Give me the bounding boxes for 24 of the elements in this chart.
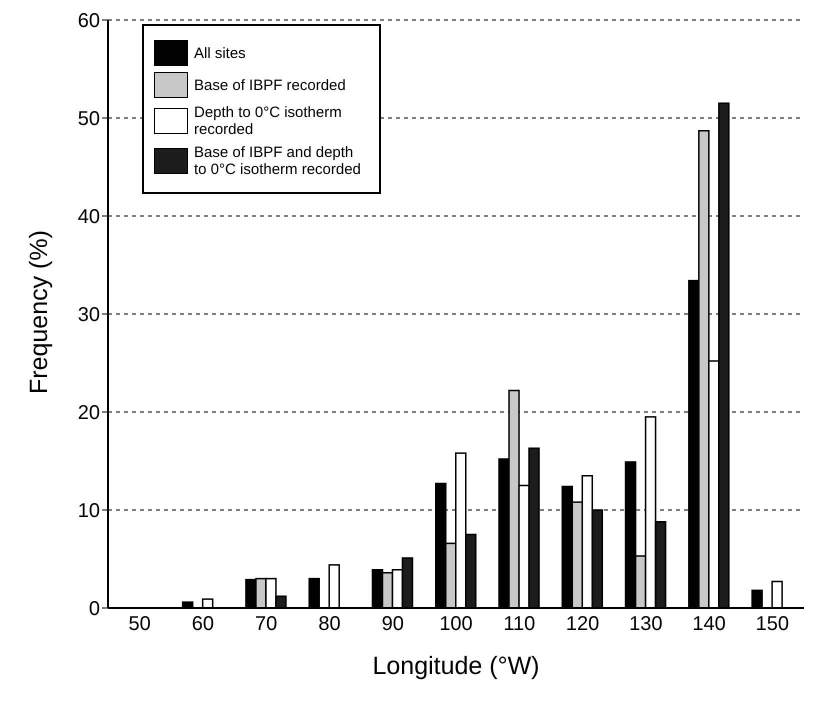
x-tick-label: 110 [503, 613, 536, 636]
legend-label: All sites [194, 44, 246, 62]
y-tick-label: 20 [78, 402, 100, 424]
x-tick-label: 50 [128, 613, 151, 636]
legend-label: Depth to 0°C isotherm recorded [194, 104, 343, 138]
legend-label: Base of IBPF recorded [194, 76, 346, 94]
x-tick-label: 70 [255, 613, 278, 636]
x-tick-label: 80 [318, 613, 341, 636]
x-tick-label: 150 [756, 613, 790, 636]
x-axis-title: Longitude (°W) [372, 652, 540, 680]
y-tick-label: 30 [78, 304, 100, 326]
y-tick-label: 40 [78, 206, 100, 228]
y-tick-label: 10 [78, 500, 100, 522]
y-axis-title: Frequency (%) [24, 230, 53, 394]
x-tick-label: 60 [192, 613, 214, 636]
y-tick-label: 50 [78, 108, 100, 130]
x-tick-label: 130 [629, 613, 663, 636]
legend-label: Base of IBPF and depth to 0°C isotherm recorded [194, 144, 362, 178]
x-tick-label: 140 [692, 613, 726, 636]
x-tick-label: 120 [566, 613, 600, 636]
x-tick-label: 90 [382, 613, 404, 636]
y-tick-label: 0 [88, 598, 100, 620]
y-tick-label: 60 [78, 10, 100, 32]
x-tick-label: 100 [439, 613, 473, 636]
